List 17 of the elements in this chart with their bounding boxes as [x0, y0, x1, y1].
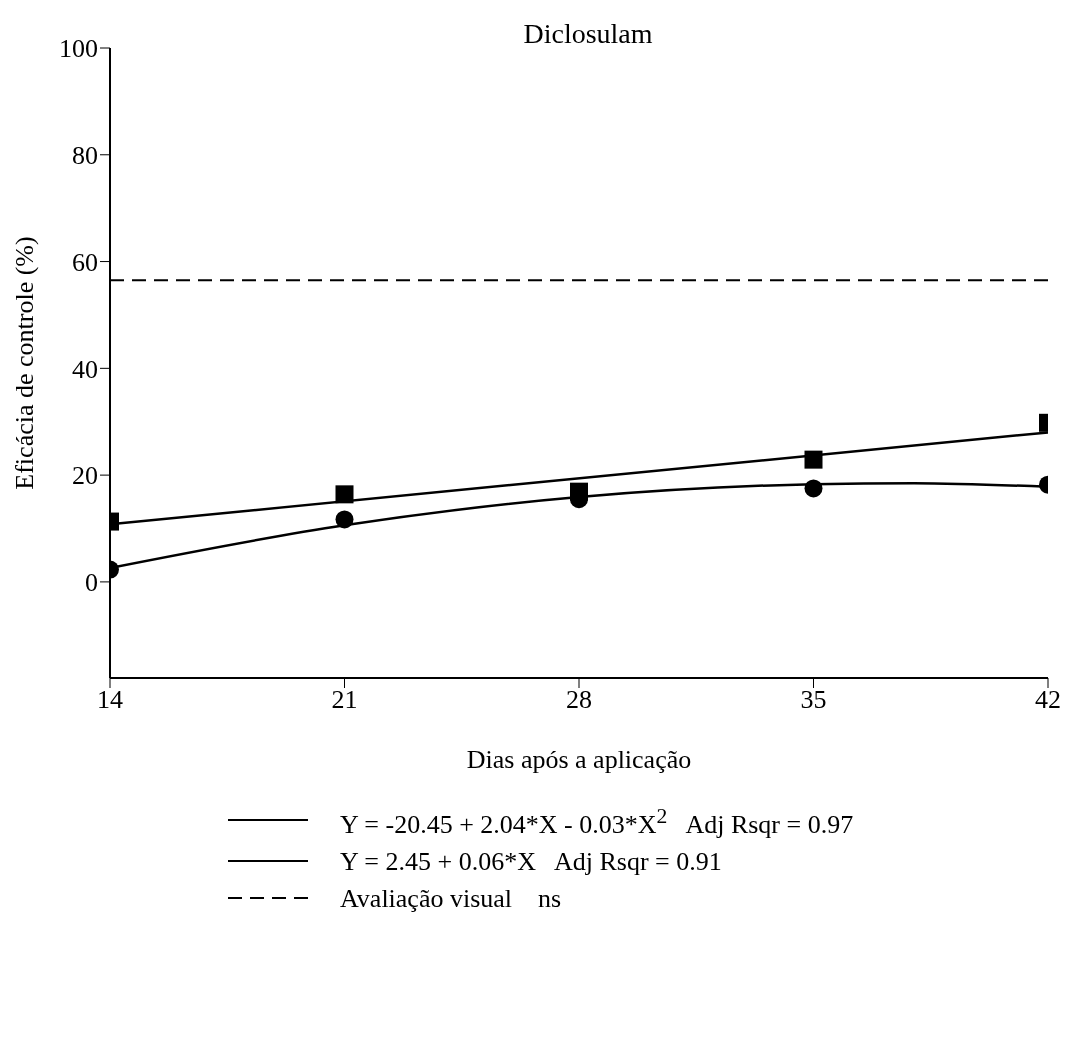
- x-tick-label: 21: [331, 685, 358, 715]
- y-tick-label: 40: [72, 354, 98, 384]
- legend-label: Y = -20.45 + 2.04*X - 0.03*X$^{2}$ Adj Rsqr = 0.97: [340, 803, 854, 841]
- x-tick-label: 35: [800, 685, 827, 715]
- x-tick-label: 42: [1035, 685, 1061, 715]
- x-tick-label: 14: [97, 685, 123, 715]
- legend-label: Y = 2.45 + 0.06*X Adj Rsqr = 0.91: [340, 845, 722, 878]
- y-tick-label: 0: [85, 568, 98, 598]
- x-tick-label: 28: [566, 685, 592, 715]
- y-tick-label: 80: [72, 141, 98, 171]
- y-axis-title: Eficácia de controle (%): [10, 236, 40, 490]
- y-tick-label: 60: [72, 247, 98, 277]
- y-tick-label: 20: [72, 461, 98, 491]
- legend-label: Avaliação visual ns: [340, 882, 562, 915]
- x-axis-title: Dias após a aplicação: [466, 745, 692, 774]
- y-tick-label: 100: [59, 34, 98, 64]
- chart-title: Diclosulam: [522, 18, 654, 50]
